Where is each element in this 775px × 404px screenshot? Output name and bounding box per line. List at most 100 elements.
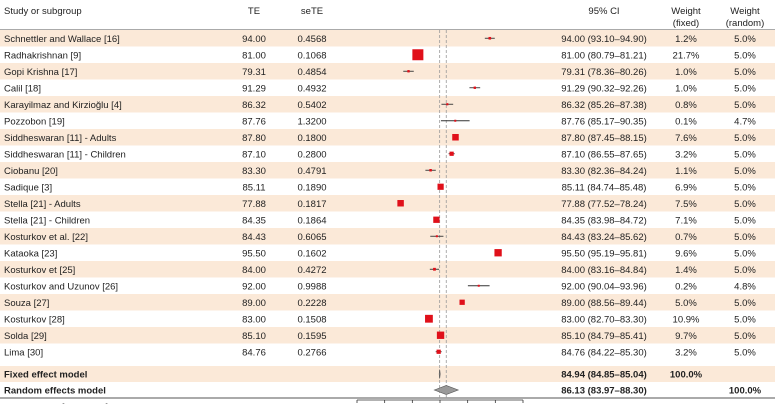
study-square: [425, 314, 433, 323]
row-band: [0, 195, 775, 212]
study-square: [494, 249, 502, 257]
table-row: Kosturkov and Uzunov [26] 92.00 0.9988 92.0…: [4, 281, 756, 292]
study-te: 87.76: [242, 116, 266, 127]
table-row: Ciobanu et al. [20] 83.30 0.4791 83.30 (82.…: [4, 166, 756, 177]
study-weight-fixed: 3.2%: [675, 149, 697, 160]
study-ci: 84.43 (83.24–85.62): [561, 232, 647, 243]
study-name: Sadique et al. [3]: [4, 182, 52, 193]
fixed-effect-row: Fixed effect model 84.94 (84.85–85.04) 100…: [4, 370, 703, 381]
study-ci: 84.76 (84.22–85.30): [561, 347, 647, 358]
study-name: Solda et al. [29]: [4, 331, 47, 342]
study-weight-fixed: 0.7%: [675, 232, 697, 243]
study-ci: 81.00 (80.79–81.21): [561, 50, 647, 61]
study-name: Radhakrishnan et al. [9]: [4, 50, 81, 61]
study-ci: 94.00 (93.10–94.90): [561, 34, 647, 45]
table-row: Pozzobon et al. [19] 87.76 1.3200 87.76 (85…: [4, 116, 756, 127]
study-ci: 84.00 (83.16–84.84): [561, 265, 647, 276]
study-square: [459, 299, 465, 305]
study-weight-fixed: 1.2%: [675, 34, 697, 45]
fixed-effect-ci: 84.94 (84.85–85.04): [561, 370, 647, 381]
table-row: Lima et al. [30] 84.76 0.2766 84.76 (84.22–…: [4, 347, 756, 358]
study-weight-fixed: 21.7%: [673, 50, 700, 61]
study-weight-fixed: 7.6%: [675, 133, 697, 144]
study-ci: 84.35 (83.98–84.72): [561, 215, 647, 226]
study-ci: 85.11 (84.74–85.48): [562, 182, 647, 193]
study-rows: Schnettler and Wallace [16] 94.00 0.4568 94…: [4, 34, 756, 359]
study-weight-random: 5.0%: [734, 83, 756, 94]
study-te: 79.31: [242, 67, 266, 78]
study-te: 77.88: [242, 199, 266, 210]
study-sete: 1.3200: [297, 116, 326, 127]
study-weight-random: 5.0%: [734, 265, 756, 276]
study-name: Siddheswaran et al. [11] - Adults: [4, 133, 117, 144]
study-square: [407, 70, 410, 73]
study-te: 86.32: [242, 100, 266, 111]
fixed-effect-weight-fixed: 100.0%: [670, 370, 703, 381]
table-row: Solda et al. [29] 85.10 0.1595 85.10 (84.79…: [4, 331, 756, 342]
study-sete: 0.1817: [297, 199, 326, 210]
study-weight-random: 5.0%: [734, 199, 756, 210]
table-row: Kosturkov et al. [25] 84.00 0.4272 84.00 (8…: [4, 265, 756, 276]
study-square: [452, 133, 459, 141]
study-te: 95.50: [242, 248, 266, 259]
study-sete: 0.6065: [297, 232, 326, 243]
study-square: [436, 349, 441, 354]
study-sete: 0.1602: [297, 248, 326, 259]
study-weight-random: 4.8%: [734, 281, 756, 292]
row-band: [0, 366, 775, 382]
summary-rows: Fixed effect model 84.94 (84.85–85.04) 100…: [4, 370, 762, 397]
study-ci: 86.32 (85.26–87.38): [561, 100, 647, 111]
study-sete: 0.9988: [297, 281, 326, 292]
study-weight-fixed: 1.1%: [675, 166, 697, 177]
study-te: 83.30: [242, 166, 266, 177]
study-square: [437, 183, 444, 190]
study-te: 85.11: [242, 182, 265, 193]
study-sete: 0.2766: [297, 347, 326, 358]
study-name: Kosturkov et al. [28]: [4, 314, 65, 325]
study-weight-fixed: 7.1%: [675, 215, 697, 226]
study-name: Siddheswaran et al. [11] - Children: [4, 149, 126, 160]
study-name: Kataoka et al. [23]: [4, 248, 57, 259]
row-band: [0, 294, 775, 311]
study-square: [477, 284, 480, 287]
study-square: [446, 103, 449, 106]
study-name: Stella et al. [21] - Children: [4, 215, 90, 226]
col-header-weight-fixed-sub: (fixed): [673, 18, 699, 29]
study-weight-fixed: 9.6%: [675, 248, 697, 259]
table-row: Schnettler and Wallace [16] 94.00 0.4568 94…: [4, 34, 756, 45]
study-sete: 0.4272: [297, 265, 326, 276]
study-te: 84.76: [242, 347, 266, 358]
table-row: Kosturkov et al. [28] 83.00 0.1508 83.00 (8…: [4, 314, 756, 325]
study-te: 81.00: [242, 50, 266, 61]
study-square: [429, 169, 432, 172]
row-bands: [0, 29, 775, 399]
study-sete: 0.4932: [297, 83, 326, 94]
study-te: 87.10: [242, 149, 266, 160]
study-ci: 95.50 (95.19–95.81): [561, 248, 647, 259]
study-ci: 77.88 (77.52–78.24): [561, 199, 647, 210]
col-header-weight-random-sub: (random): [726, 18, 765, 29]
study-ci: 79.31 (78.36–80.26): [561, 67, 647, 78]
study-ci: 87.76 (85.17–90.35): [561, 116, 647, 127]
row-band: [0, 63, 775, 80]
study-name: Gopi Krishna et al. [17]: [4, 67, 77, 78]
study-te: 84.00: [242, 265, 266, 276]
study-name: Kosturkov and Uzunov [26]: [4, 281, 118, 292]
col-header-study: Study or subgroup: [4, 6, 82, 17]
study-name: Kosturkov et al. [22]: [4, 232, 88, 243]
study-sete: 0.5402: [297, 100, 326, 111]
col-header-sete: seTE: [301, 6, 323, 17]
study-te: 83.00: [242, 314, 266, 325]
random-effects-weight-random: 100.0%: [729, 386, 762, 397]
row-band: [0, 261, 775, 278]
plot-area: [397, 30, 502, 398]
study-square: [454, 119, 457, 122]
study-name: Pozzobon et al. [19]: [4, 116, 65, 127]
col-header-weight-random: Weight: [730, 6, 760, 17]
study-weight-random: 5.0%: [734, 166, 756, 177]
study-name: Schnettler and Wallace [16]: [4, 34, 120, 45]
study-sete: 0.4791: [297, 166, 326, 177]
study-weight-random: 5.0%: [734, 149, 756, 160]
study-name: Ciobanu et al. [20]: [4, 166, 58, 177]
